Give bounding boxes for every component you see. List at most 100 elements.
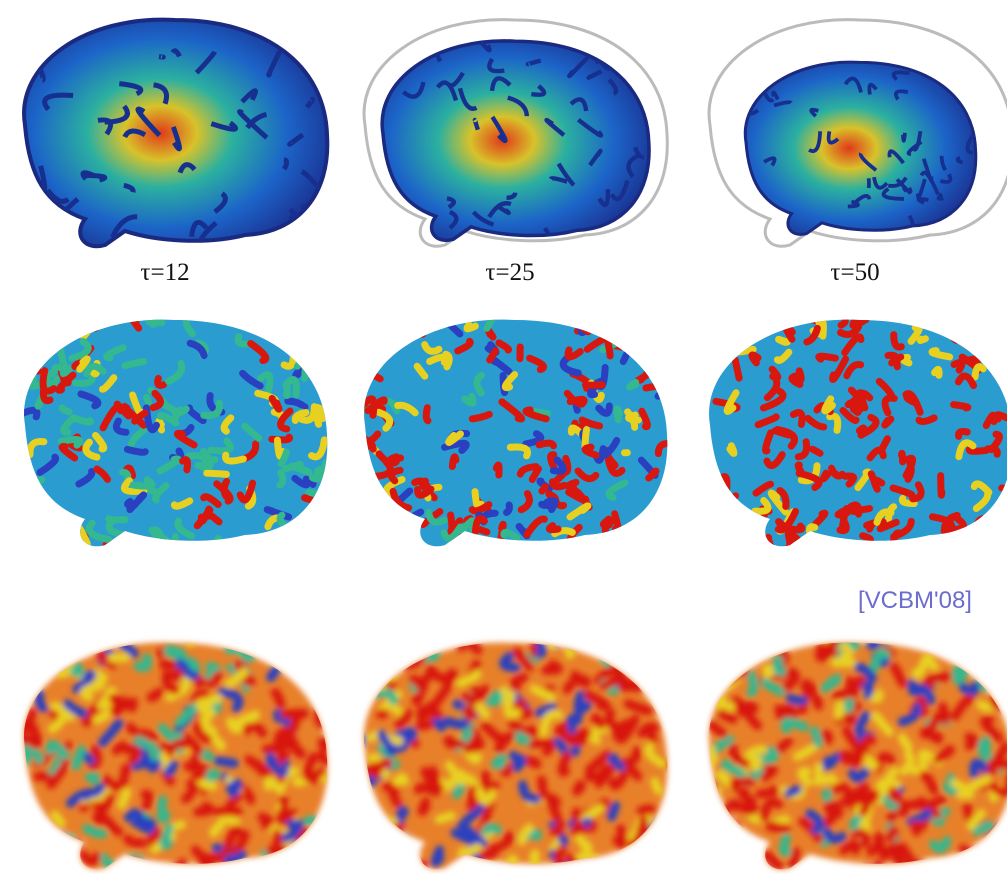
gyrus [364, 780, 372, 783]
gyrus [986, 333, 993, 339]
gyrus [731, 803, 753, 807]
gyrus [495, 758, 502, 765]
gyrus [198, 463, 210, 466]
gyrus [322, 754, 329, 761]
gyrus [967, 359, 978, 361]
gyrus [107, 313, 114, 318]
gyrus [726, 645, 731, 648]
sulcus [969, 67, 986, 83]
gyrus [549, 526, 558, 530]
gyrus [442, 779, 454, 787]
gyrus [655, 782, 659, 791]
brain-render [691, 301, 1007, 551]
gyrus [740, 843, 750, 860]
gyrus [691, 374, 705, 389]
gyrus [819, 356, 836, 359]
gyrus [6, 726, 22, 733]
gyrus [935, 369, 940, 375]
sulcus [961, 67, 982, 74]
gyrus [125, 631, 127, 646]
gyrus [820, 647, 830, 658]
gyrus [709, 782, 713, 794]
gyrus [809, 527, 814, 541]
gyrus [200, 702, 207, 709]
gyrus [397, 777, 405, 782]
gyrus [534, 854, 536, 865]
gyrus [208, 539, 219, 559]
gyrus [545, 636, 556, 645]
gyrus [949, 331, 958, 334]
gyrus [720, 644, 736, 656]
gyrus [617, 829, 623, 845]
gyrus [308, 821, 324, 825]
gyrus [490, 351, 496, 360]
gyrus [218, 811, 238, 812]
gyrus [654, 671, 669, 682]
gyrus [568, 482, 576, 487]
gyrus [310, 677, 317, 682]
gyrus [880, 756, 891, 760]
sulcus [284, 160, 287, 169]
gyrus [305, 498, 318, 502]
gyrus [575, 675, 587, 682]
gyrus [96, 673, 104, 681]
gyrus [465, 396, 473, 403]
brain-render [353, 309, 669, 561]
gyrus [25, 642, 35, 652]
gyrus [823, 778, 832, 781]
gyrus [714, 642, 728, 658]
gyrus [996, 336, 1001, 346]
gyrus [651, 668, 654, 678]
gyrus [668, 813, 679, 817]
gyrus [783, 526, 802, 530]
gyrus [956, 668, 967, 676]
gyrus [124, 768, 127, 778]
gyrus [408, 657, 423, 666]
gyrus [229, 647, 237, 650]
gyrus [650, 854, 656, 864]
gyrus [752, 355, 758, 363]
gyrus [897, 357, 901, 367]
gyrus [213, 675, 218, 682]
gyrus [163, 664, 173, 665]
gyrus [313, 821, 323, 825]
gyrus [135, 861, 138, 870]
gyrus [816, 698, 818, 705]
sulcus [21, 60, 34, 75]
gyrus [731, 496, 736, 513]
gyrus [764, 769, 773, 777]
gyrus [635, 637, 641, 645]
gyrus [324, 814, 340, 828]
gyrus [164, 828, 169, 846]
gyrus [266, 853, 274, 864]
gyrus [551, 798, 557, 818]
sulcus [23, 217, 37, 224]
page: τ=12 τ=25 τ=50 [VCBM'08] (() => { const … [0, 0, 1007, 874]
gyrus [507, 505, 510, 513]
gyrus [705, 786, 717, 793]
gyrus [406, 523, 420, 537]
gyrus [353, 377, 361, 385]
gyrus [815, 731, 818, 743]
gyrus [546, 665, 558, 671]
gyrus [73, 418, 90, 422]
gyrus [73, 646, 91, 647]
gyrus [413, 679, 418, 685]
gyrus [58, 836, 62, 854]
gyrus [74, 667, 79, 672]
gyrus [422, 802, 426, 812]
gyrus [284, 852, 302, 867]
gyrus [637, 634, 648, 654]
gyrus [705, 844, 711, 854]
gyrus [39, 694, 43, 708]
gyrus [17, 514, 31, 517]
gyrus [719, 493, 722, 510]
brain-render [364, 20, 667, 247]
gyrus [151, 692, 159, 697]
gyrus [504, 532, 517, 537]
gyrus [987, 542, 1003, 549]
gyrus [740, 863, 747, 874]
gyrus [1001, 695, 1007, 697]
gyrus [853, 319, 866, 326]
gyrus [607, 340, 610, 356]
